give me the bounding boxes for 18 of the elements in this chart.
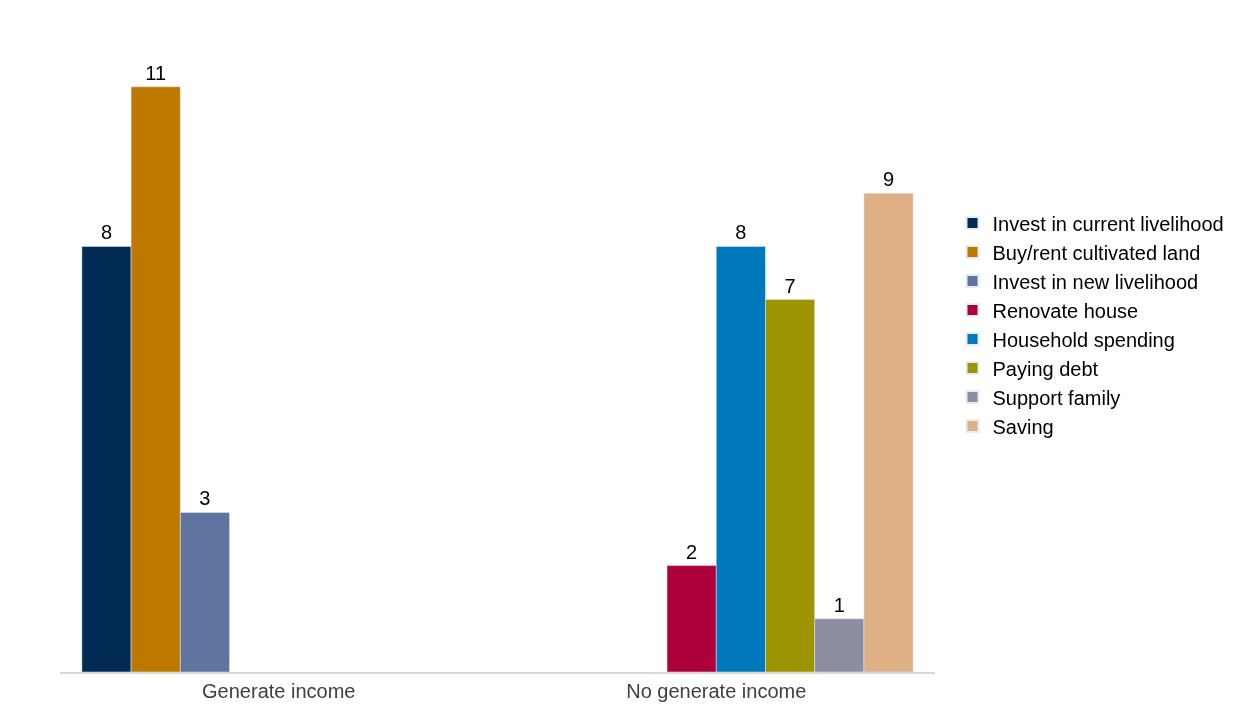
legend-label: Support family — [992, 386, 1121, 409]
data-label: 8 — [735, 221, 747, 244]
x-tick-label: Generate income — [202, 679, 356, 702]
data-label: 2 — [686, 540, 698, 563]
data-label: 11 — [145, 61, 167, 84]
legend-label: Invest in current livelihood — [992, 212, 1224, 235]
legend-label: Household spending — [992, 328, 1175, 351]
legend-label: Paying debt — [992, 357, 1099, 380]
data-label: 9 — [882, 168, 895, 191]
legend-label: Invest in new livelihood — [992, 270, 1199, 293]
legend-label: Buy/rent cultivated land — [992, 241, 1201, 264]
legend-label: Renovate house — [992, 299, 1139, 322]
data-label: 7 — [784, 274, 796, 297]
x-tick-label: No generate income — [626, 679, 807, 702]
data-label: 8 — [100, 221, 113, 244]
legend-label: Saving — [992, 415, 1054, 438]
data-label: 1 — [833, 593, 845, 616]
data-label: 3 — [199, 487, 211, 510]
